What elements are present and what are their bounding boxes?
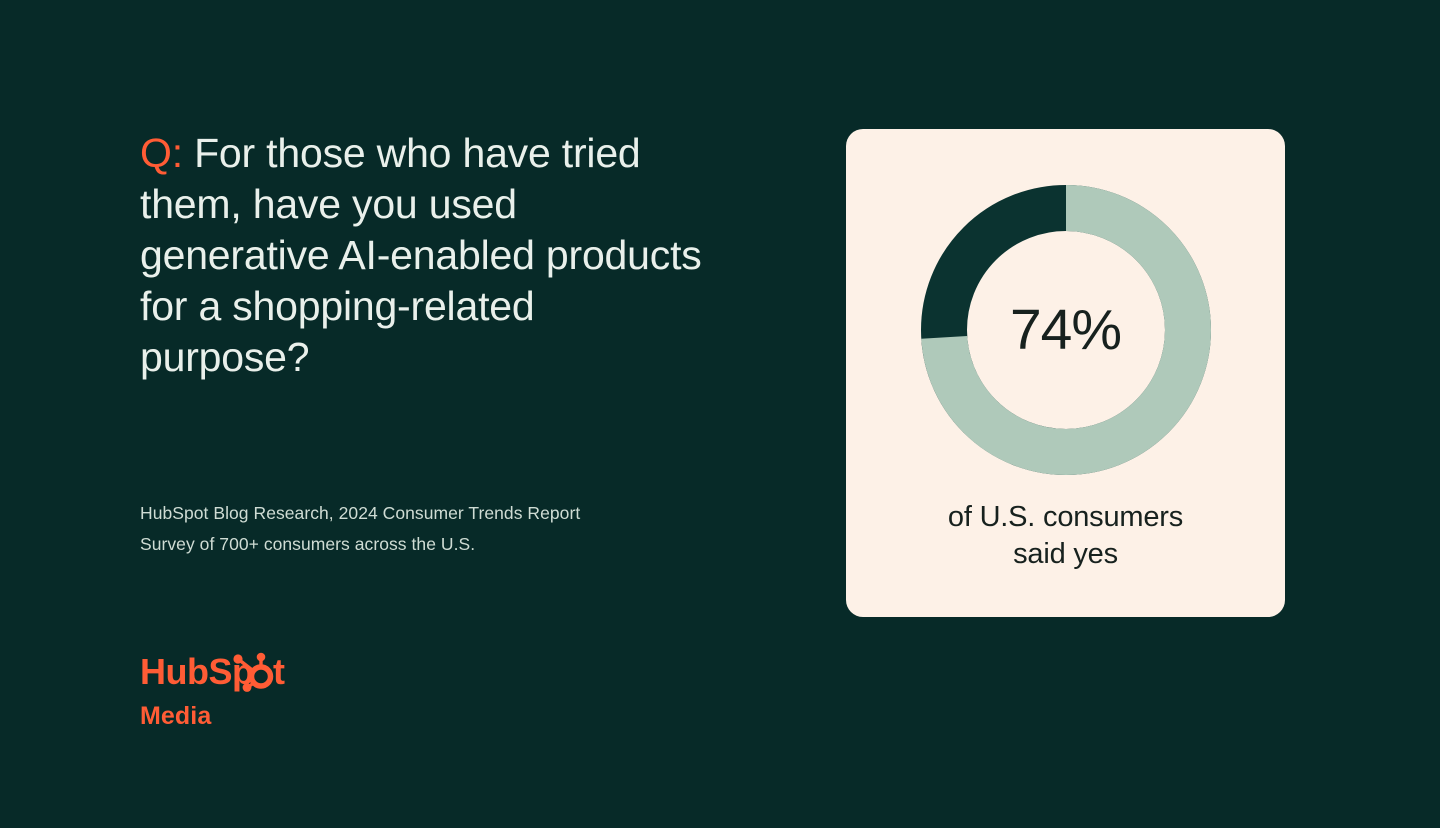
question-prefix: Q: — [140, 130, 183, 176]
svg-text:t: t — [273, 652, 285, 692]
hubspot-media-label: Media — [140, 702, 212, 730]
card-caption-line2: said yes — [1013, 538, 1118, 570]
donut-chart: 74% — [920, 185, 1211, 475]
hubspot-sprocket-icon — [233, 652, 274, 692]
donut-segment-yes — [920, 185, 1211, 475]
question-text: For those who have tried them, have you … — [140, 130, 702, 380]
hubspot-wordmark: HubSp t — [140, 652, 325, 694]
hubspot-media-logo[interactable]: HubSp t Media — [140, 652, 400, 731]
left-content-column: Q: For those who have tried them, have y… — [140, 0, 760, 828]
question-headline: Q: For those who have tried them, have y… — [140, 128, 710, 383]
card-caption-line1: of U.S. consumers — [947, 501, 1184, 533]
source-attribution: HubSpot Blog Research, 2024 Consumer Tre… — [140, 503, 581, 554]
stat-card: 74% of U.S. consumers said yes — [846, 129, 1285, 617]
card-caption: of U.S. consumers said yes — [846, 499, 1285, 573]
